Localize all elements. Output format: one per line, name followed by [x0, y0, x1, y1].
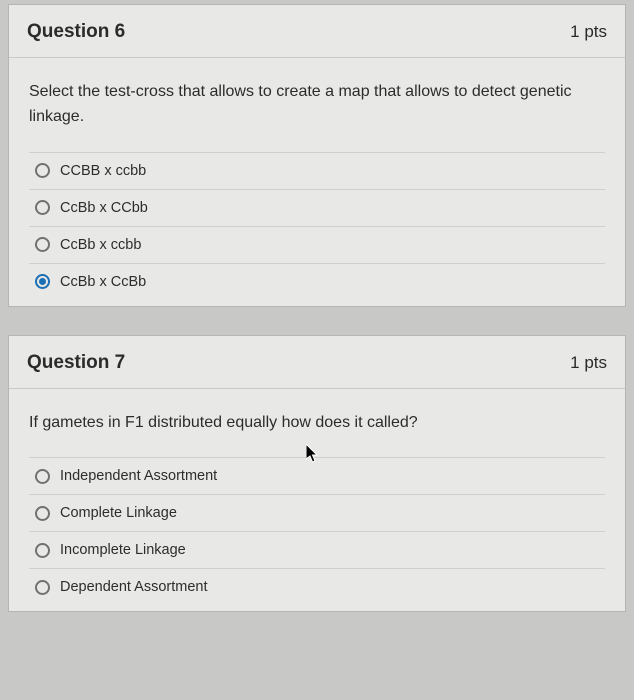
answer-option[interactable]: Dependent Assortment — [29, 569, 605, 605]
question-body: Select the test-cross that allows to cre… — [9, 58, 625, 306]
answer-option[interactable]: CcBb x CcBb — [29, 264, 605, 300]
question-prompt: Select the test-cross that allows to cre… — [29, 80, 605, 130]
radio-icon[interactable] — [35, 274, 50, 289]
question-points: 1 pts — [570, 353, 607, 373]
question-body: If gametes in F1 distributed equally how… — [9, 389, 625, 612]
radio-icon[interactable] — [35, 543, 50, 558]
question-card-7: Question 7 1 pts If gametes in F1 distri… — [8, 335, 626, 613]
radio-icon[interactable] — [35, 200, 50, 215]
answer-label: Complete Linkage — [60, 505, 177, 521]
question-title: Question 7 — [27, 352, 125, 374]
answer-label: CCBB x ccbb — [60, 163, 146, 179]
answer-option[interactable]: CcBb x CCbb — [29, 190, 605, 227]
answers-list: CCBB x ccbb CcBb x CCbb CcBb x ccbb CcBb… — [29, 152, 605, 300]
radio-icon[interactable] — [35, 469, 50, 484]
answer-option[interactable]: Independent Assortment — [29, 458, 605, 495]
question-card-6: Question 6 1 pts Select the test-cross t… — [8, 4, 626, 307]
question-points: 1 pts — [570, 22, 607, 42]
radio-icon[interactable] — [35, 506, 50, 521]
question-header: Question 7 1 pts — [9, 336, 625, 389]
question-prompt: If gametes in F1 distributed equally how… — [29, 411, 605, 436]
radio-icon[interactable] — [35, 237, 50, 252]
answer-label: CcBb x ccbb — [60, 237, 141, 253]
radio-icon[interactable] — [35, 580, 50, 595]
answer-option[interactable]: CCBB x ccbb — [29, 153, 605, 190]
answer-label: CcBb x CcBb — [60, 274, 146, 290]
answer-option[interactable]: CcBb x ccbb — [29, 227, 605, 264]
answer-label: Independent Assortment — [60, 468, 217, 484]
answer-option[interactable]: Incomplete Linkage — [29, 532, 605, 569]
question-header: Question 6 1 pts — [9, 5, 625, 58]
answer-label: Incomplete Linkage — [60, 542, 186, 558]
radio-icon[interactable] — [35, 163, 50, 178]
answers-list: Independent Assortment Complete Linkage … — [29, 457, 605, 605]
question-title: Question 6 — [27, 21, 125, 43]
answer-label: CcBb x CCbb — [60, 200, 148, 216]
answer-label: Dependent Assortment — [60, 579, 208, 595]
answer-option[interactable]: Complete Linkage — [29, 495, 605, 532]
